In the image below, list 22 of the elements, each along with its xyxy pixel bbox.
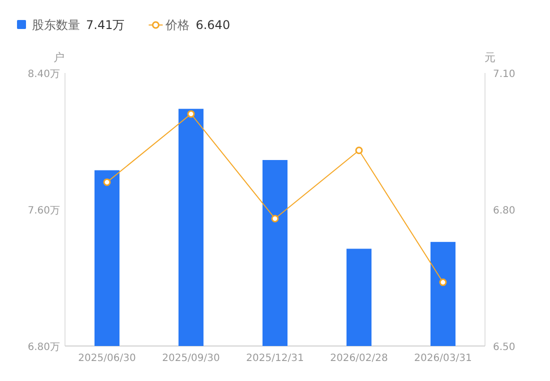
y-tick-label: 6.80万 (28, 342, 60, 353)
y2-tick-label: 6.50 (493, 342, 516, 353)
point (271, 214, 279, 222)
text: 7.41万 (86, 18, 125, 32)
x-tick-label: 2025/09/30 (162, 353, 220, 364)
x-tick-label: 2026/02/28 (330, 353, 388, 364)
point (355, 146, 363, 154)
x-tick-label: 2025/06/30 (78, 353, 136, 364)
text: 6.640 (196, 18, 230, 32)
y2-tick-label: 6.80 (493, 206, 516, 216)
x-tick-label: 2025/12/31 (246, 353, 304, 364)
point (187, 110, 195, 118)
y-tick-label: 8.40万 (28, 69, 60, 80)
point (103, 178, 111, 186)
x-tick-label: 2026/03/31 (414, 353, 472, 364)
legend-label: 股东数量 (32, 18, 80, 32)
point (439, 278, 447, 286)
y2-tick-label: 7.10 (493, 69, 516, 80)
y2-axis-title: 元 (484, 51, 496, 64)
legend-label: 价格 (164, 18, 190, 32)
y-axis-title: 户 (54, 51, 64, 64)
y-tick-label: 7.60万 (28, 206, 60, 216)
